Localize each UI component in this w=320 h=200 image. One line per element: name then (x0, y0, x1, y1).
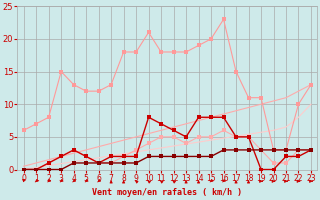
X-axis label: Vent moyen/en rafales ( km/h ): Vent moyen/en rafales ( km/h ) (92, 188, 242, 197)
